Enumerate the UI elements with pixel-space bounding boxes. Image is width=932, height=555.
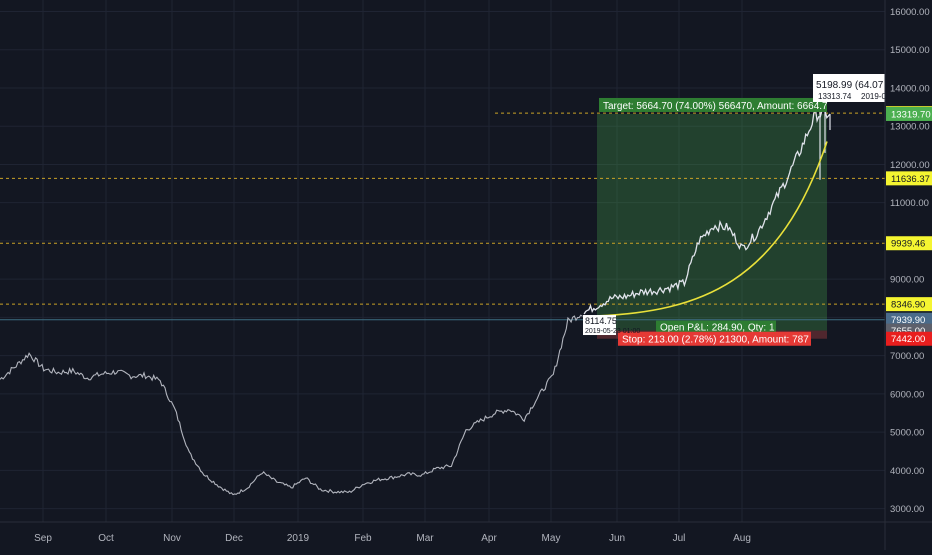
y-tick-label: 9000.00 bbox=[890, 275, 924, 286]
y-tick-label: 15000.00 bbox=[890, 45, 930, 56]
price-label-bg bbox=[886, 236, 932, 251]
x-tick-label: Feb bbox=[354, 533, 372, 544]
y-tick-label: 3000.00 bbox=[890, 504, 924, 515]
entry-price: 8114.75 bbox=[585, 316, 617, 326]
trendline bbox=[596, 141, 828, 317]
y-tick-label: 6000.00 bbox=[890, 389, 924, 400]
entry-tooltip-bg bbox=[583, 315, 616, 336]
price-label-bg bbox=[886, 106, 932, 121]
price-series-recent bbox=[583, 106, 831, 315]
price-label: 13319.70 bbox=[891, 109, 931, 120]
x-tick-label: Jun bbox=[609, 533, 625, 544]
pnl-label: Open P&L: 284.90, Qty: 1 bbox=[660, 323, 775, 334]
price-label: 8346.90 bbox=[891, 300, 925, 311]
x-tick-label: Oct bbox=[98, 533, 114, 544]
stop-label-bg bbox=[618, 331, 811, 346]
top-label-date: 2019-0 bbox=[861, 92, 886, 101]
top-label-bg bbox=[813, 74, 885, 102]
x-tick-label: Dec bbox=[225, 533, 243, 544]
target-label-bg bbox=[599, 97, 827, 112]
y-tick-label: 11000.00 bbox=[890, 198, 929, 209]
x-tick-label: Apr bbox=[481, 533, 497, 544]
y-tick-label: 16000.00 bbox=[890, 7, 930, 18]
stop-label: Stop: 213.00 (2.78%) 21300, Amount: 787 bbox=[622, 335, 809, 346]
top-label-change: 5198.99 (64.07 bbox=[816, 80, 884, 91]
entry-date: 2019-05-23 01:00 bbox=[585, 328, 640, 335]
pnl-label-bg bbox=[656, 320, 776, 334]
target-zone bbox=[597, 113, 827, 331]
y-tick-label: 14000.00 bbox=[890, 83, 930, 94]
x-tick-label: Sep bbox=[34, 533, 52, 544]
price-label: 11636.37 bbox=[891, 174, 930, 185]
x-tick-label: Jul bbox=[673, 533, 686, 544]
price-label-bg bbox=[886, 171, 932, 186]
price-label-bg bbox=[886, 312, 932, 327]
x-tick-label: 2019 bbox=[287, 533, 310, 544]
price-label: 9939.46 bbox=[891, 239, 925, 250]
y-tick-label: 13000.00 bbox=[890, 122, 930, 133]
price-label: 7442.00 bbox=[891, 334, 925, 345]
x-tick-label: Mar bbox=[416, 533, 434, 544]
price-label: 7655.00 bbox=[891, 326, 925, 337]
y-tick-label: 5000.00 bbox=[890, 428, 924, 439]
y-tick-label: 4000.00 bbox=[890, 466, 924, 477]
y-tick-label: 12000.00 bbox=[890, 160, 930, 171]
price-label-bg bbox=[886, 331, 932, 346]
x-tick-label: Aug bbox=[733, 533, 751, 544]
y-tick-label: 7000.00 bbox=[890, 351, 924, 362]
target-label: Target: 5664.70 (74.00%) 566470, Amount:… bbox=[603, 101, 828, 112]
price-label: 7939.90 bbox=[891, 315, 925, 326]
price-label-bg bbox=[886, 297, 932, 312]
price-series-history bbox=[0, 314, 583, 496]
x-tick-label: Nov bbox=[163, 533, 181, 544]
x-tick-label: May bbox=[542, 533, 561, 544]
top-label-price: 13313.74 bbox=[818, 92, 852, 101]
